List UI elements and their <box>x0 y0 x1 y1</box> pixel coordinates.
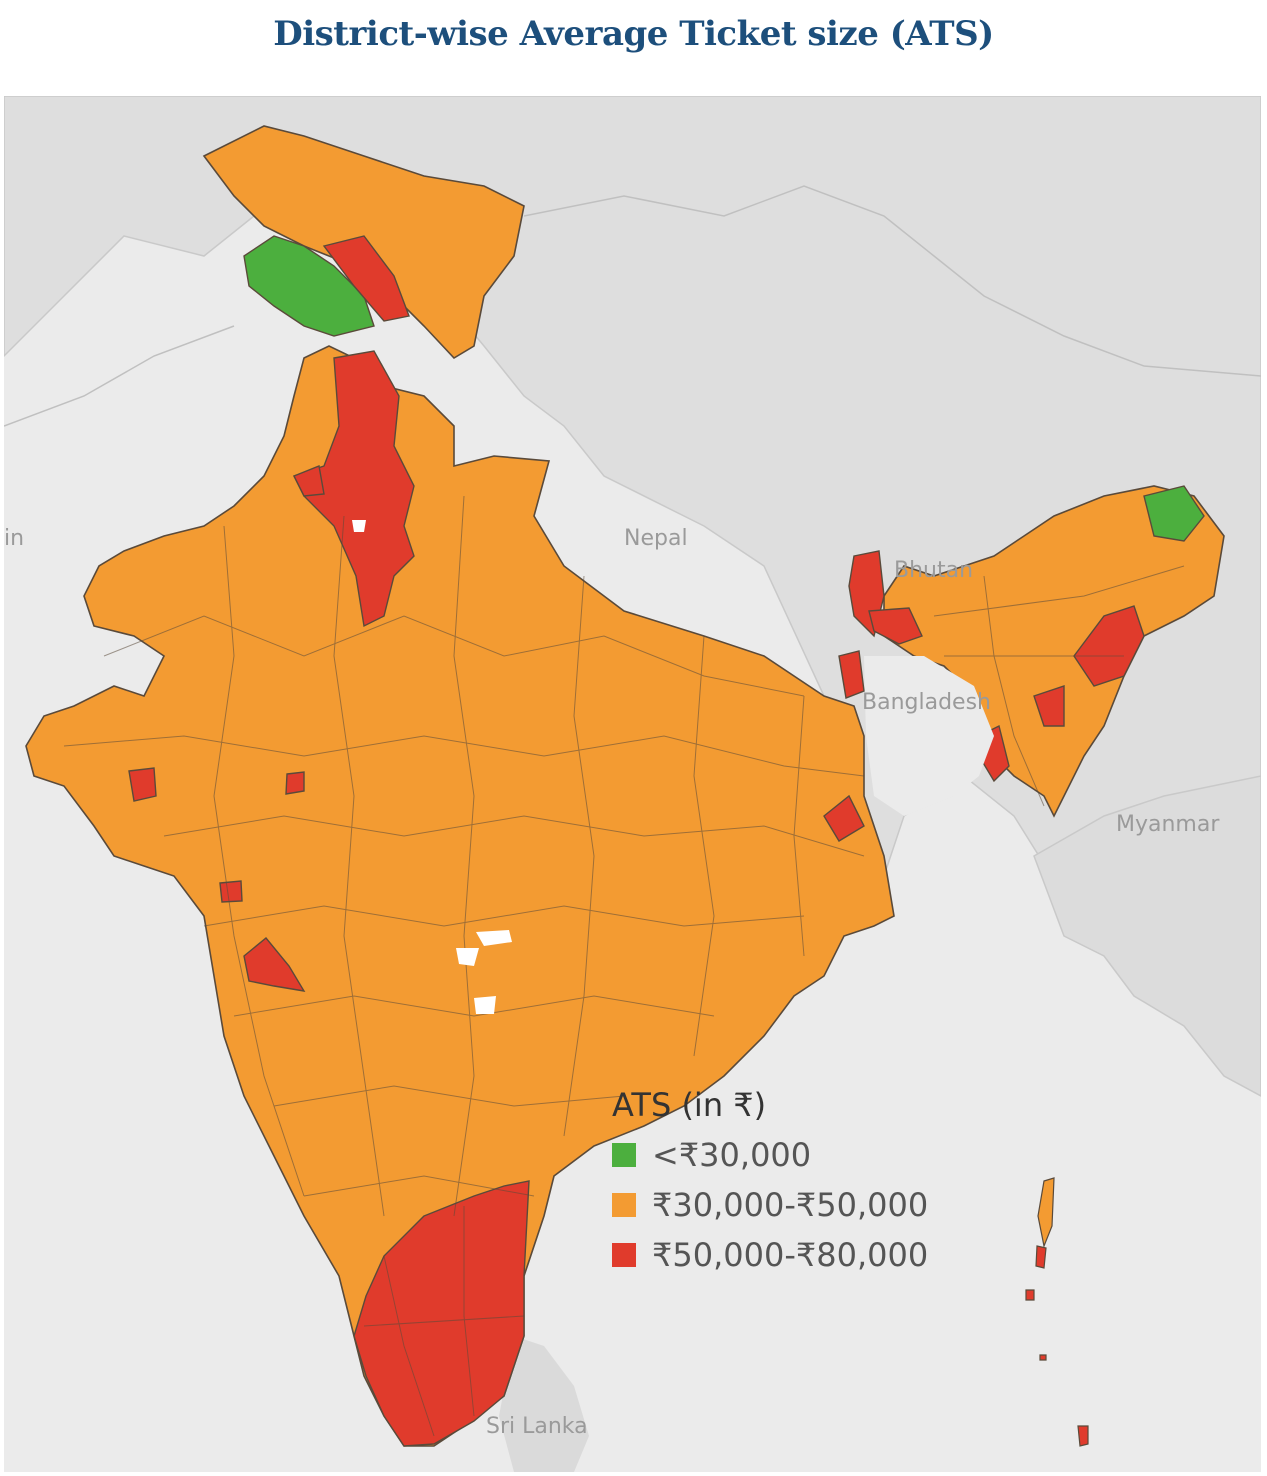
island-red <box>1039 1354 1047 1361</box>
legend-label-low: <₹30,000 <box>652 1136 812 1174</box>
region-red <box>1073 605 1145 687</box>
region-red <box>322 235 410 322</box>
gap <box>476 930 512 946</box>
india-district-map <box>4 96 1261 1472</box>
region-red <box>293 465 325 497</box>
bangladesh-land <box>864 656 994 816</box>
label-nepal: Nepal <box>624 526 688 551</box>
region-red <box>219 880 243 903</box>
border-line <box>4 325 235 427</box>
myanmar-land <box>1033 775 1261 1097</box>
map-title: District-wise Average Ticket size (ATS) <box>273 14 994 54</box>
legend-item-high: ₹50,000-₹80,000 <box>612 1230 928 1280</box>
region-green <box>1143 485 1205 542</box>
gap <box>474 996 496 1014</box>
label-myanmar: Myanmar <box>1116 812 1220 837</box>
legend-item-mid: ₹30,000-₹50,000 <box>612 1180 928 1230</box>
region-red <box>838 650 865 699</box>
label-bangladesh: Bangladesh <box>862 690 991 715</box>
sri-lanka-land <box>499 1336 589 1472</box>
region-red <box>823 794 865 842</box>
region-red <box>285 771 305 795</box>
label-sri-lanka: Sri Lanka <box>486 1414 588 1439</box>
gap <box>456 948 479 966</box>
india-mainland <box>25 345 895 1447</box>
legend-item-low: <₹30,000 <box>612 1130 928 1180</box>
region-red <box>353 1180 530 1447</box>
legend-label-high: ₹50,000-₹80,000 <box>652 1236 929 1274</box>
region-red <box>243 937 306 992</box>
island-red <box>1077 1425 1089 1447</box>
legend-swatch-high <box>612 1243 636 1267</box>
region-red <box>1033 685 1065 727</box>
legend: ATS (in ₹) <₹30,000 ₹30,000-₹50,000 ₹50,… <box>612 1086 928 1280</box>
border-line <box>523 185 1261 377</box>
district-borders <box>63 495 1185 1437</box>
map-area[interactable]: Nepal Bhutan Bangladesh Myanmar Sri Lank… <box>4 96 1261 1472</box>
legend-title: ATS (in ₹) <box>612 1086 767 1124</box>
legend-swatch-low <box>612 1143 636 1167</box>
island-orange <box>1037 1177 1055 1249</box>
label-bhutan: Bhutan <box>894 558 974 583</box>
island-red <box>1025 1289 1035 1301</box>
gap <box>352 520 366 532</box>
region-green <box>243 235 375 337</box>
label-left-edge: in <box>4 526 25 551</box>
legend-label-mid: ₹30,000-₹50,000 <box>652 1186 929 1224</box>
region-red <box>128 767 157 802</box>
region-red <box>868 607 923 645</box>
legend-swatch-mid <box>612 1193 636 1217</box>
island-red <box>1035 1245 1047 1269</box>
